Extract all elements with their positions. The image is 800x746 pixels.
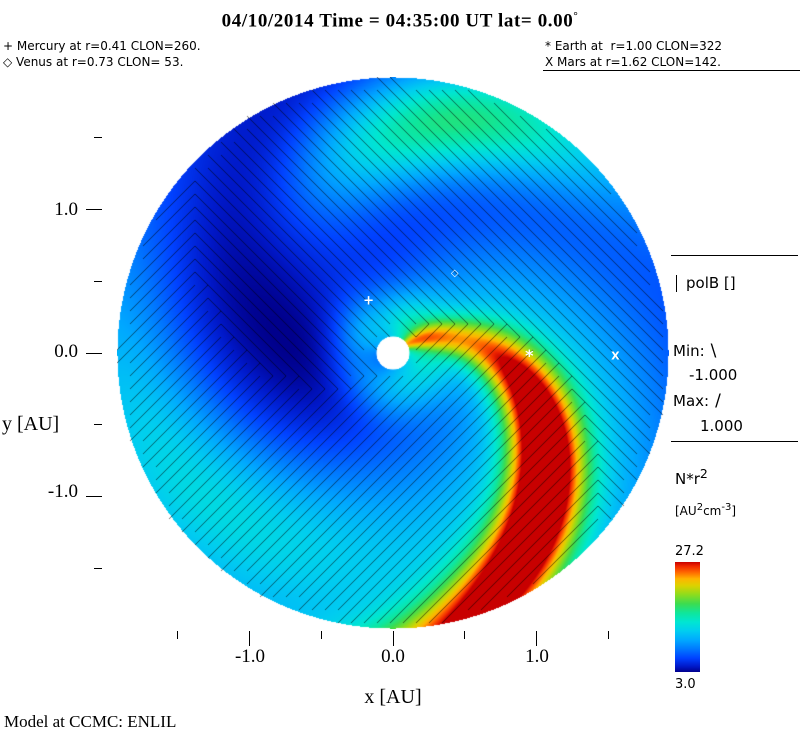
y-tick-label-1: 1.0	[54, 199, 78, 220]
polB-legend-top-rule	[671, 255, 798, 256]
polB-legend-bottom-rule	[671, 441, 798, 442]
y-tick-label-minus1: -1.0	[47, 481, 78, 502]
colorbar-label: N*r2	[675, 466, 708, 488]
y-axis-major-tick	[86, 352, 102, 354]
y-axis-minor-tick	[94, 567, 102, 569]
heliosphere-canvas	[117, 77, 669, 629]
x-axis-major-tick	[536, 631, 537, 646]
venus-annotation: ◇ Venus at r=0.73 CLON= 53.	[3, 55, 184, 69]
polB-max-label: Max:	[673, 392, 710, 410]
plot-title: 04/10/2014 Time = 04:35:00 UT lat= 0.00°	[0, 10, 800, 32]
earth-annotation: * Earth at r=1.00 CLON=322	[545, 39, 723, 53]
colorbar-min-value: 3.0	[675, 677, 696, 692]
x-axis-major-tick	[249, 631, 250, 646]
x-axis-minor-tick	[464, 631, 466, 639]
model-credit: Model at CCMC: ENLIL	[4, 712, 177, 731]
mars-annotation-underline	[543, 70, 800, 71]
marker-earth: *	[525, 345, 534, 365]
polB-min-row: Min: \	[673, 341, 716, 361]
field-line-sample-icon	[676, 275, 677, 292]
mars-annotation: X Mars at r=1.62 CLON=142.	[545, 55, 721, 69]
units-exp: 2	[696, 502, 704, 513]
plot-title-text: 04/10/2014 Time = 04:35:00 UT lat= 0.00	[221, 10, 574, 32]
x-tick-label-1: 1.0	[525, 646, 549, 667]
y-axis-label: y [AU]	[2, 413, 60, 435]
units-exp: -3	[721, 502, 732, 513]
polB-min-label: Min:	[673, 342, 705, 360]
marker-mercury: +	[363, 293, 375, 309]
x-axis-minor-tick	[607, 631, 609, 639]
negative-polarity-hatch-icon: \	[710, 341, 717, 361]
degree-symbol: °	[573, 10, 579, 22]
x-tick-label-minus1: -1.0	[234, 646, 266, 667]
x-axis-minor-tick	[177, 631, 179, 639]
polB-min-value: -1.000	[689, 366, 738, 384]
units-part: [AU	[675, 504, 697, 518]
mercury-annotation: + Mercury at r=0.41 CLON=260.	[3, 39, 201, 53]
y-tick-label-0: 0.0	[54, 341, 78, 362]
x-tick-label-0: 0.0	[381, 646, 405, 667]
y-axis-major-tick	[86, 209, 102, 210]
marker-mars: X	[611, 349, 620, 363]
polB-legend-title: polB []	[676, 274, 736, 292]
colorbar-units: [AU2cm-3]	[675, 502, 736, 518]
units-part: ]	[731, 504, 737, 518]
colorbar-gradient	[675, 562, 700, 672]
positive-polarity-hatch-icon: /	[715, 391, 721, 411]
polB-max-value: 1.000	[700, 417, 743, 435]
colorbar-label-base: N*r	[675, 470, 700, 488]
y-axis-minor-tick	[94, 424, 102, 426]
x-axis-major-tick	[392, 631, 394, 646]
x-axis-label: x [AU]	[364, 686, 422, 708]
y-axis-minor-tick	[94, 137, 102, 139]
polB-legend-title-text: polB []	[686, 274, 736, 292]
marker-venus: ◇	[450, 268, 459, 280]
colorbar-label-exponent: 2	[699, 466, 708, 481]
y-axis-major-tick	[86, 496, 102, 497]
x-axis-minor-tick	[320, 631, 322, 639]
colorbar-max-value: 27.2	[675, 544, 704, 559]
heliosphere-plot: + ◇ * X	[117, 77, 669, 629]
units-part: cm	[703, 504, 722, 518]
y-axis-minor-tick	[94, 280, 102, 282]
polB-max-row: Max: /	[673, 391, 721, 411]
